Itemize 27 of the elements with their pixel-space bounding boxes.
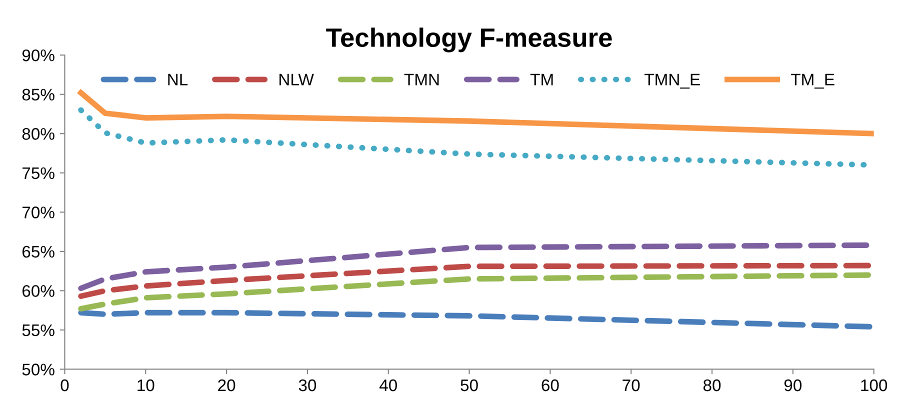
y-tick-label: 85% bbox=[22, 88, 54, 101]
y-tick-label: 70% bbox=[22, 206, 54, 218]
legend-label: NLW bbox=[280, 74, 314, 86]
y-tick-label: 50% bbox=[22, 364, 54, 376]
x-tick-label: 0 bbox=[60, 379, 69, 392]
x-tick-label: 30 bbox=[298, 379, 316, 392]
y-tick-label: 90% bbox=[22, 49, 54, 62]
y-tick-label: 80% bbox=[22, 128, 54, 140]
chart-title: Technology F-measure bbox=[326, 28, 612, 52]
y-tick-label: 65% bbox=[22, 246, 54, 258]
y-tick-label: 55% bbox=[22, 324, 54, 336]
legend-label: TMN bbox=[404, 74, 439, 86]
x-tick-label: 100 bbox=[861, 379, 888, 392]
legend-label: TMN_E bbox=[644, 74, 700, 89]
x-tick-label: 40 bbox=[379, 379, 397, 392]
x-tick-label: 20 bbox=[218, 379, 236, 392]
y-tick-label: 60% bbox=[22, 285, 54, 297]
x-tick-label: 10 bbox=[138, 379, 154, 392]
legend-label: TM bbox=[530, 74, 553, 86]
legend-label: NL bbox=[168, 74, 188, 86]
x-tick-label: 70 bbox=[622, 379, 640, 392]
x-tick-label: 60 bbox=[542, 379, 559, 392]
legend-label: TM_E bbox=[790, 74, 834, 89]
x-tick-label: 50 bbox=[460, 379, 478, 392]
x-tick-label: 80 bbox=[703, 379, 721, 392]
y-tick-label: 75% bbox=[22, 167, 54, 180]
x-tick-label: 90 bbox=[784, 379, 802, 392]
